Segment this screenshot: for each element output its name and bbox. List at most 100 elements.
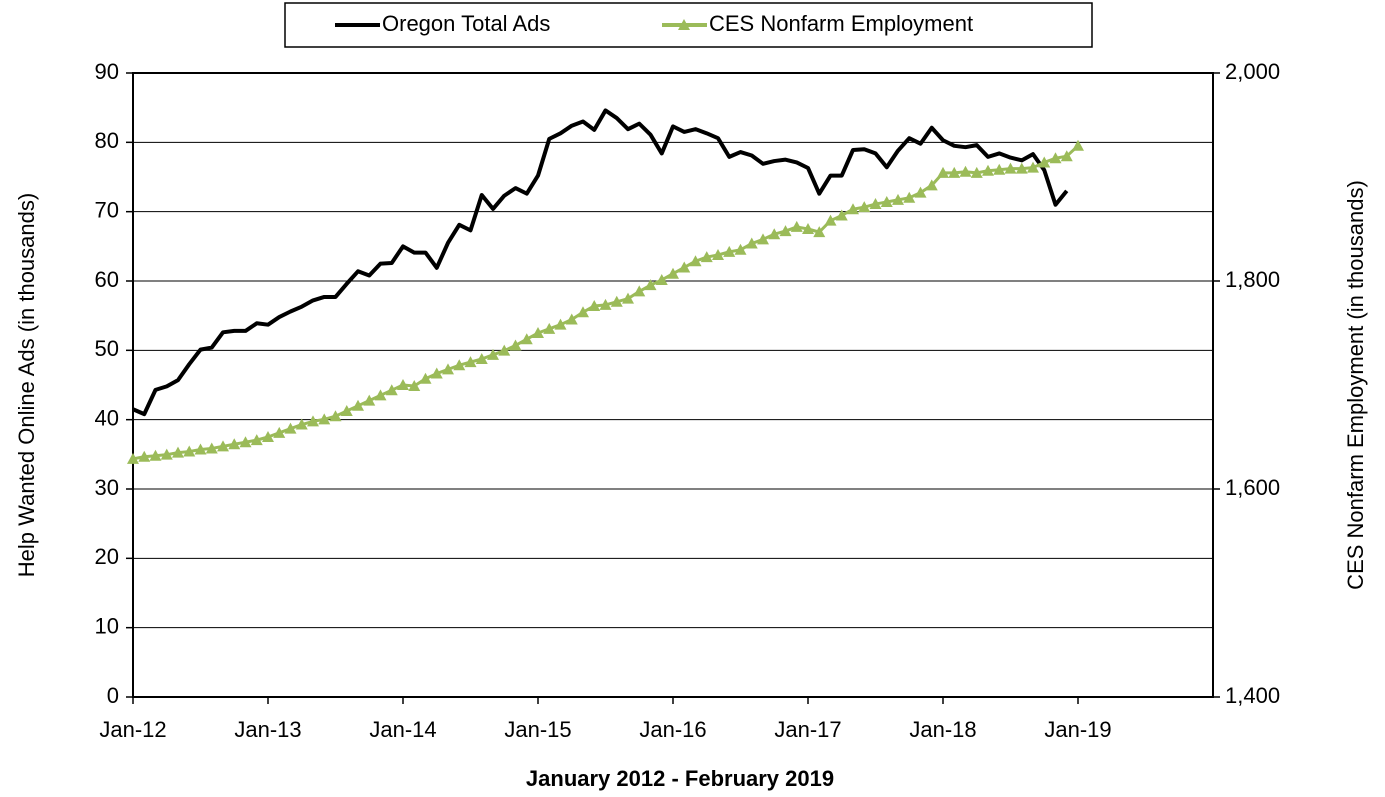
x-tick-label: Jan-16 [639, 717, 706, 742]
point-marker [745, 237, 758, 249]
point-marker [138, 450, 151, 462]
legend-marker [678, 19, 690, 30]
point-marker [239, 436, 252, 448]
point-marker [498, 344, 511, 356]
x-tick-label: Jan-13 [234, 717, 301, 742]
x-tick-label: Jan-14 [369, 717, 436, 742]
point-marker [554, 318, 567, 330]
point-marker [858, 201, 871, 213]
point-marker [149, 449, 162, 461]
point-marker [734, 243, 747, 255]
point-marker [329, 410, 342, 422]
point-marker [408, 380, 421, 392]
y2-tick-label: 2,000 [1225, 59, 1280, 84]
point-marker [689, 255, 702, 267]
point-marker [509, 339, 522, 351]
y2-tick-label: 1,600 [1225, 475, 1280, 500]
point-marker [250, 434, 263, 446]
point-marker [644, 279, 657, 291]
point-marker [790, 220, 803, 232]
y-tick-label: 20 [95, 544, 119, 569]
plot-frame [132, 72, 1214, 698]
point-marker [172, 446, 184, 458]
point-marker [487, 348, 499, 360]
point-marker [948, 166, 961, 178]
point-marker [925, 179, 938, 191]
point-marker [813, 226, 826, 238]
point-marker [475, 353, 488, 364]
y-axis-label: Help Wanted Online Ads (in thousands) [14, 193, 39, 577]
point-marker [160, 448, 173, 460]
point-marker [610, 295, 623, 307]
series-line [132, 108, 1069, 417]
point-marker [1038, 156, 1051, 168]
point-marker [1049, 152, 1062, 164]
x-tick-label: Jan-19 [1044, 717, 1111, 742]
y-tick-label: 40 [95, 405, 119, 430]
point-marker [307, 415, 319, 427]
y-tick-label: 0 [107, 683, 119, 708]
y-tick-label: 60 [95, 267, 119, 292]
point-marker [655, 273, 668, 285]
point-marker [1060, 150, 1073, 162]
point-marker [824, 214, 837, 226]
x-tick-label: Jan-17 [774, 717, 841, 742]
point-marker [543, 322, 556, 334]
point-marker [880, 195, 893, 207]
point-marker [318, 413, 331, 425]
point-marker [397, 379, 409, 390]
point-marker [723, 245, 736, 257]
point-marker [183, 445, 196, 457]
point-marker [194, 443, 207, 455]
point-marker [937, 166, 949, 178]
point-marker [363, 394, 376, 406]
point-marker [430, 367, 443, 379]
y2-tick-label: 1,800 [1225, 267, 1280, 292]
point-marker [127, 452, 139, 464]
y-tick-label: 90 [95, 59, 119, 84]
point-marker [1004, 162, 1017, 174]
legend-label: Oregon Total Ads [382, 11, 550, 36]
point-marker [273, 426, 286, 438]
point-marker [464, 356, 477, 368]
y2-axis-label: CES Nonfarm Employment (in thousands) [1343, 180, 1368, 590]
point-marker [385, 384, 398, 396]
point-marker [633, 285, 646, 297]
point-marker [1015, 162, 1028, 174]
point-marker [757, 233, 769, 245]
point-marker [835, 209, 848, 221]
point-marker [892, 193, 904, 205]
y-tick-label: 80 [95, 128, 119, 153]
point-marker [970, 166, 983, 178]
y-tick-label: 10 [95, 613, 119, 638]
point-marker [532, 327, 544, 338]
point-marker [419, 372, 432, 384]
point-marker [678, 261, 691, 273]
x-tick-label: Jan-18 [909, 717, 976, 742]
point-marker [959, 165, 972, 177]
point-marker [217, 440, 229, 452]
point-marker [667, 267, 679, 279]
point-marker [768, 228, 781, 240]
y-tick-label: 70 [95, 197, 119, 222]
point-marker [599, 298, 612, 310]
point-marker [442, 363, 454, 375]
point-marker [802, 223, 814, 234]
legend-label: CES Nonfarm Employment [709, 11, 973, 36]
point-marker [1027, 161, 1039, 173]
y-tick-label: 50 [95, 336, 119, 361]
point-marker [520, 333, 533, 345]
point-marker [453, 359, 466, 371]
point-marker [712, 249, 724, 260]
point-marker [295, 418, 308, 430]
x-tick-label: Jan-12 [99, 717, 166, 742]
point-marker [779, 225, 792, 237]
point-marker [847, 203, 859, 215]
point-marker [993, 163, 1006, 175]
x-tick-label: Jan-15 [504, 717, 571, 742]
point-marker [982, 164, 994, 176]
point-marker [577, 306, 589, 318]
point-marker [205, 442, 218, 454]
point-marker [340, 405, 353, 416]
